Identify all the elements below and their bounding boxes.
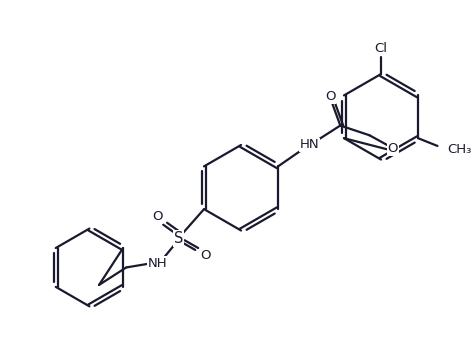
Text: Cl: Cl: [375, 42, 387, 55]
Text: O: O: [325, 90, 336, 103]
Text: NH: NH: [148, 257, 167, 270]
Text: O: O: [201, 249, 211, 262]
Text: CH₃: CH₃: [447, 143, 472, 156]
Text: HN: HN: [299, 139, 319, 151]
Text: O: O: [387, 142, 398, 155]
Text: O: O: [152, 211, 163, 223]
Text: S: S: [174, 231, 184, 246]
